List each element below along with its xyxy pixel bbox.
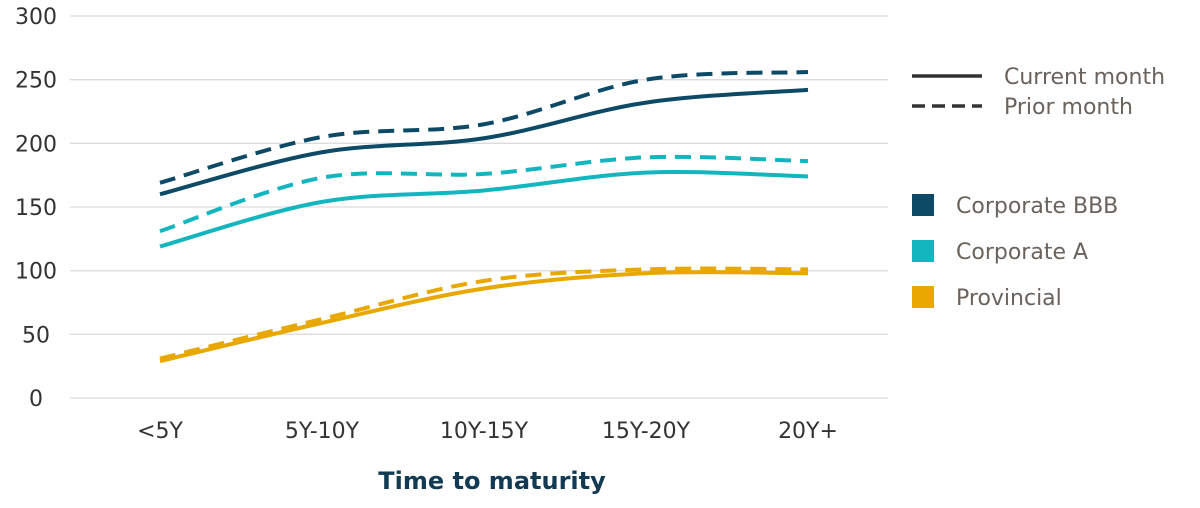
legend-label: Provincial bbox=[956, 286, 1062, 311]
y-tick-label: 50 bbox=[22, 323, 50, 348]
legend-swatch-corporate-bbb bbox=[912, 194, 934, 216]
y-tick-label: 100 bbox=[15, 260, 57, 285]
grid bbox=[70, 15, 888, 399]
x-tick-label: 20Y+ bbox=[778, 419, 838, 444]
x-axis: <5Y 5Y-10Y 10Y-15Y 15Y-20Y 20Y+ bbox=[137, 419, 838, 444]
y-tick-label: 150 bbox=[15, 196, 57, 221]
provincial-current-month-line bbox=[159, 270, 809, 364]
y-tick-label: 200 bbox=[15, 132, 57, 157]
x-tick-label: 15Y-20Y bbox=[602, 419, 691, 444]
legend-swatch-provincial bbox=[912, 286, 934, 308]
corporate-bbb-current-month-line bbox=[159, 87, 809, 197]
x-tick-label: 10Y-15Y bbox=[440, 419, 529, 444]
plot-area bbox=[159, 70, 809, 364]
x-tick-label: 5Y-10Y bbox=[285, 419, 360, 444]
legend-label: Corporate A bbox=[956, 240, 1088, 265]
y-tick-label: 250 bbox=[15, 69, 57, 94]
y-tick-label: 0 bbox=[29, 387, 43, 412]
x-axis-label: Time to maturity bbox=[378, 467, 606, 495]
corporate-bbb-prior-month-line bbox=[159, 70, 809, 185]
legend: Current month Prior month Corporate BBB Cor… bbox=[912, 65, 1165, 311]
provincial-prior-month-line bbox=[159, 266, 809, 361]
x-tick-label: <5Y bbox=[137, 419, 183, 444]
legend-label: Corporate BBB bbox=[956, 194, 1118, 219]
y-tick-label: 300 bbox=[15, 5, 57, 30]
corporate-a-current-month-line bbox=[159, 170, 809, 249]
legend-label: Prior month bbox=[1004, 95, 1133, 120]
corporate-a-prior-month-line bbox=[159, 154, 809, 234]
legend-label: Current month bbox=[1004, 65, 1165, 90]
legend-swatch-corporate-a bbox=[912, 240, 934, 262]
y-axis: 0 50 100 150 200 250 300 bbox=[15, 5, 57, 412]
